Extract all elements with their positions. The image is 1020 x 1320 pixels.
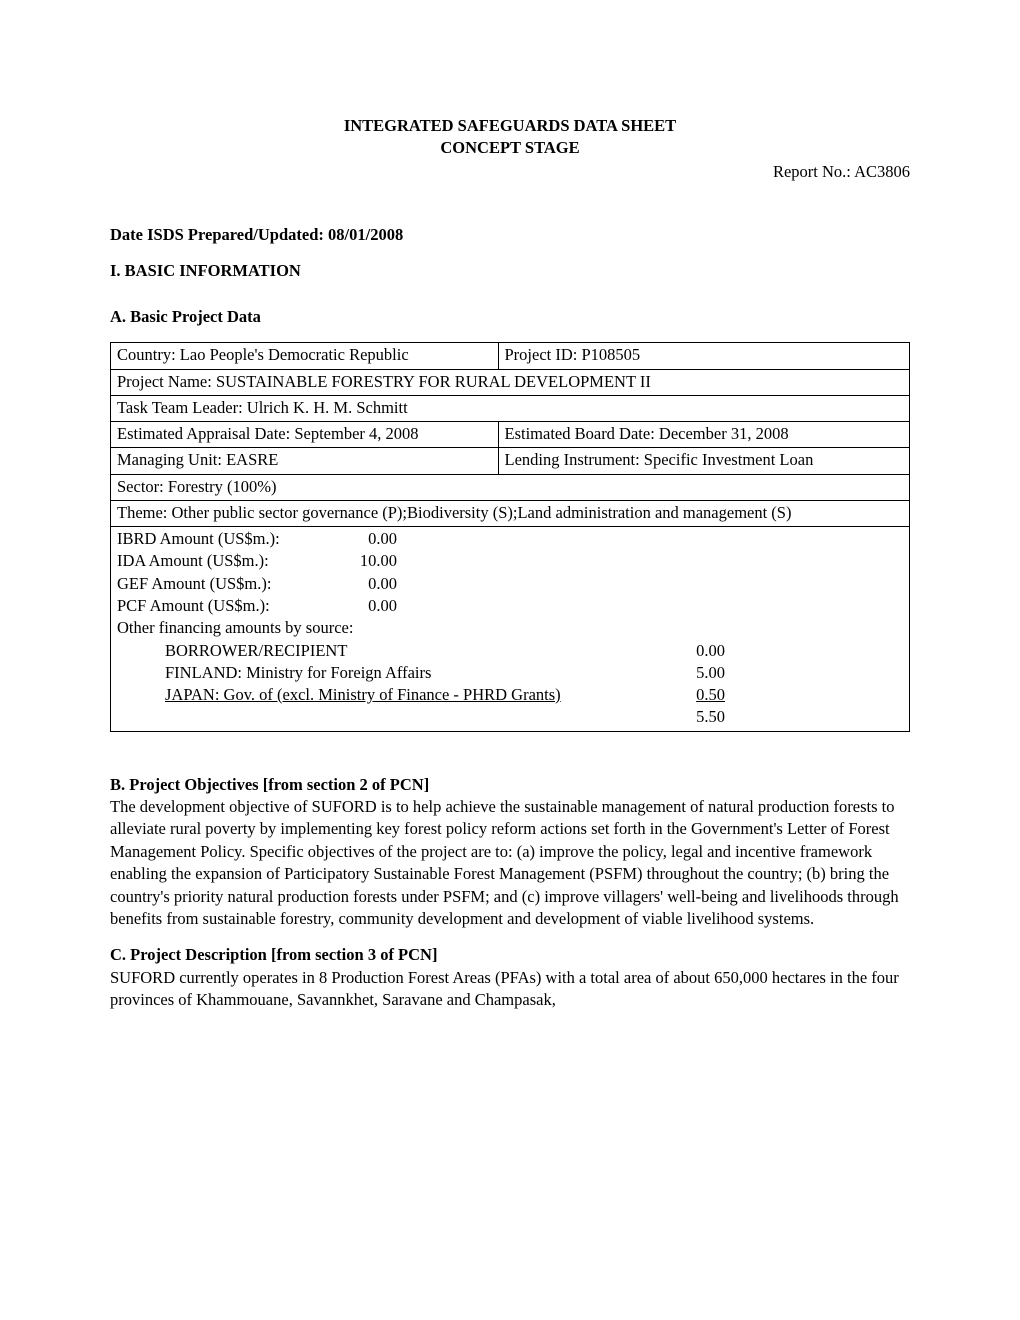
cell-theme: Theme: Other public sector governance (P…	[111, 500, 910, 526]
date-prepared: Date ISDS Prepared/Updated: 08/01/2008	[110, 224, 910, 246]
other-financing-label: Other financing amounts by source:	[117, 617, 903, 639]
cell-country: Country: Lao People's Democratic Republi…	[111, 343, 499, 369]
section-b-body: The development objective of SUFORD is t…	[110, 796, 910, 931]
source-row-borrower: BORROWER/RECIPIENT 0.00	[165, 640, 903, 662]
cell-project-name: Project Name: SUSTAINABLE FORESTRY FOR R…	[111, 369, 910, 395]
table-row: Country: Lao People's Democratic Republi…	[111, 343, 910, 369]
cell-project-id: Project ID: P108505	[498, 343, 910, 369]
pcf-label: PCF Amount (US$m.):	[117, 595, 327, 617]
source-value: 0.50	[655, 684, 725, 706]
source-value: 0.00	[655, 640, 725, 662]
source-label: FINLAND: Ministry for Foreign Affairs	[165, 662, 655, 684]
gef-label: GEF Amount (US$m.):	[117, 573, 327, 595]
title-line-2: CONCEPT STAGE	[110, 137, 910, 159]
section-b-heading: B. Project Objectives [from section 2 of…	[110, 774, 910, 796]
title-block: INTEGRATED SAFEGUARDS DATA SHEET CONCEPT…	[110, 115, 910, 160]
page-container: INTEGRATED SAFEGUARDS DATA SHEET CONCEPT…	[0, 0, 1020, 1072]
title-line-1: INTEGRATED SAFEGUARDS DATA SHEET	[110, 115, 910, 137]
ibrd-value: 0.00	[327, 528, 397, 550]
section-b: B. Project Objectives [from section 2 of…	[110, 774, 910, 931]
table-row: Managing Unit: EASRE Lending Instrument:…	[111, 448, 910, 474]
other-financing-sources: BORROWER/RECIPIENT 0.00 FINLAND: Ministr…	[117, 640, 903, 729]
report-number: Report No.: AC3806	[110, 162, 910, 182]
cell-appraisal-date: Estimated Appraisal Date: September 4, 2…	[111, 422, 499, 448]
ibrd-label: IBRD Amount (US$m.):	[117, 528, 327, 550]
ida-label: IDA Amount (US$m.):	[117, 550, 327, 572]
table-row: Sector: Forestry (100%)	[111, 474, 910, 500]
table-row: IBRD Amount (US$m.): 0.00 IDA Amount (US…	[111, 527, 910, 731]
source-value: 5.00	[655, 662, 725, 684]
section-c-body: SUFORD currently operates in 8 Productio…	[110, 967, 910, 1012]
financing-gef: GEF Amount (US$m.): 0.00	[117, 573, 903, 595]
table-row: Theme: Other public sector governance (P…	[111, 500, 910, 526]
cell-board-date: Estimated Board Date: December 31, 2008	[498, 422, 910, 448]
table-row: Project Name: SUSTAINABLE FORESTRY FOR R…	[111, 369, 910, 395]
source-label: BORROWER/RECIPIENT	[165, 640, 655, 662]
source-row-japan: JAPAN: Gov. of (excl. Ministry of Financ…	[165, 684, 903, 706]
total-value: 5.50	[655, 706, 725, 728]
gef-value: 0.00	[327, 573, 397, 595]
basic-project-data-table: Country: Lao People's Democratic Republi…	[110, 342, 910, 731]
cell-financing: IBRD Amount (US$m.): 0.00 IDA Amount (US…	[111, 527, 910, 731]
cell-lending-instrument: Lending Instrument: Specific Investment …	[498, 448, 910, 474]
cell-sector: Sector: Forestry (100%)	[111, 474, 910, 500]
section-a-heading: A. Basic Project Data	[110, 306, 910, 328]
table-row: Task Team Leader: Ulrich K. H. M. Schmit…	[111, 395, 910, 421]
financing-pcf: PCF Amount (US$m.): 0.00	[117, 595, 903, 617]
source-row-total: 5.50	[165, 706, 903, 728]
source-row-finland: FINLAND: Ministry for Foreign Affairs 5.…	[165, 662, 903, 684]
section-i-heading: I. BASIC INFORMATION	[110, 260, 910, 282]
ida-value: 10.00	[327, 550, 397, 572]
cell-task-team-leader: Task Team Leader: Ulrich K. H. M. Schmit…	[111, 395, 910, 421]
section-c-heading: C. Project Description [from section 3 o…	[110, 944, 910, 966]
total-spacer	[165, 706, 655, 728]
table-row: Estimated Appraisal Date: September 4, 2…	[111, 422, 910, 448]
section-c: C. Project Description [from section 3 o…	[110, 944, 910, 1011]
pcf-value: 0.00	[327, 595, 397, 617]
financing-ida: IDA Amount (US$m.): 10.00	[117, 550, 903, 572]
source-label: JAPAN: Gov. of (excl. Ministry of Financ…	[165, 684, 655, 706]
financing-ibrd: IBRD Amount (US$m.): 0.00	[117, 528, 903, 550]
cell-managing-unit: Managing Unit: EASRE	[111, 448, 499, 474]
